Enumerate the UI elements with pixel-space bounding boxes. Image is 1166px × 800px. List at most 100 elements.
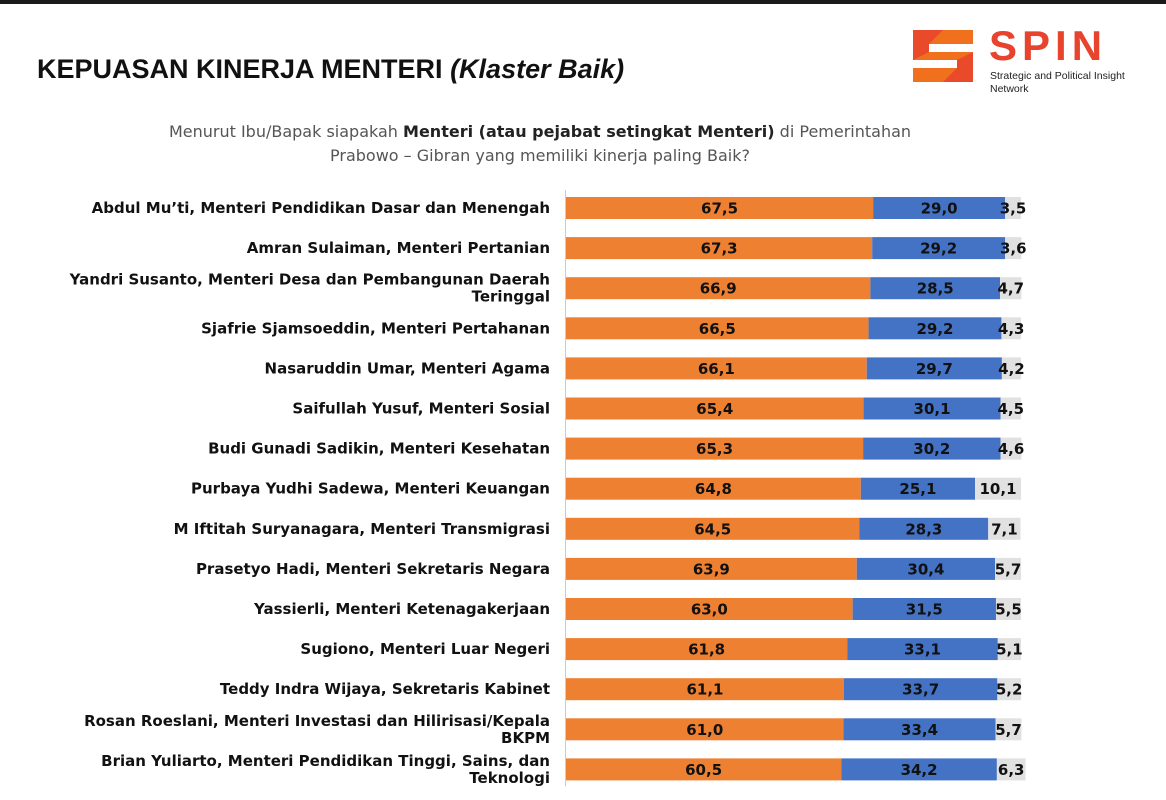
- bar-segment-orange: [566, 598, 853, 620]
- bar-segment-gray: [1000, 437, 1022, 460]
- question-line2: Prabowo – Gibran yang memiliki kinerja p…: [330, 146, 750, 165]
- bar-segment-gray: [995, 557, 1021, 580]
- bar-segment-gray: [997, 678, 1021, 701]
- data-label: 65,4: [696, 400, 733, 418]
- bar-row: Amran Sulaiman, Menteri Pertanian 67,3 29,…: [247, 237, 1027, 260]
- question-bold: Menteri (atau pejabat setingkat Menteri): [403, 122, 775, 141]
- bar-segment-gray: [996, 758, 1026, 781]
- bar-segment-gray: [1001, 317, 1021, 340]
- bar-segment-blue: [866, 357, 1002, 380]
- bar-segment-blue: [870, 277, 1001, 300]
- bar-segment-blue: [841, 758, 997, 781]
- category-label: Yassierli, Menteri Ketenagakerjaan: [253, 600, 550, 618]
- data-label: 5,5: [995, 601, 1022, 619]
- data-label: 29,2: [920, 240, 957, 258]
- category-label: Abdul Mu’ti, Menteri Pendidikan Dasar da…: [92, 199, 550, 217]
- bar-segment-blue: [843, 718, 996, 741]
- category-label: Budi Gunadi Sadikin, Menteri Kesehatan: [208, 440, 550, 458]
- category-label: Purbaya Yudhi Sadewa, Menteri Keuangan: [191, 480, 550, 498]
- bar-segment-blue: [856, 557, 996, 580]
- data-label: 4,3: [998, 320, 1025, 338]
- data-label: 4,5: [997, 400, 1024, 418]
- bar-row: Abdul Mu’ti, Menteri Pendidikan Dasar da…: [92, 197, 1027, 219]
- data-label: 7,1: [991, 520, 1018, 538]
- data-label: 64,5: [694, 520, 731, 538]
- top-border: [0, 0, 1166, 4]
- data-label: 33,7: [902, 681, 939, 699]
- bar-row: Yandri Susanto, Menteri Desa dan Pembang…: [69, 271, 1024, 306]
- bar-segment-orange: [566, 317, 869, 340]
- bar-segment-gray: [995, 598, 1021, 620]
- spin-logo: SPIN Strategic and Political Insight Net…: [903, 20, 1133, 98]
- data-label: 30,4: [907, 560, 944, 578]
- category-label: Nasaruddin Umar, Menteri Agama: [265, 359, 550, 377]
- bar-segment-orange: [566, 557, 857, 580]
- bar-segment-orange: [566, 517, 860, 540]
- data-label: 67,5: [701, 200, 738, 218]
- bar-segment-orange: [566, 237, 873, 260]
- data-label: 61,8: [688, 641, 725, 659]
- bar-segment-gray: [1000, 397, 1021, 420]
- data-label: 65,3: [696, 440, 733, 458]
- logo-tagline: Strategic and Political Insight Network: [990, 70, 1125, 95]
- data-label: 10,1: [980, 480, 1017, 498]
- data-label: 66,1: [698, 360, 735, 378]
- question-prefix: Menurut Ibu/Bapak siapakah: [168, 122, 398, 141]
- data-label: 28,3: [905, 520, 942, 538]
- bar-segment-orange: [566, 678, 845, 701]
- category-label: Prasetyo Hadi, Menteri Sekretaris Negara: [196, 560, 550, 578]
- data-label: 3,5: [1000, 200, 1027, 218]
- category-label: Saifullah Yusuf, Menteri Sosial: [292, 400, 550, 418]
- bar-segment-blue: [847, 638, 998, 661]
- bar-segment-blue: [868, 317, 1002, 340]
- data-label: 31,5: [906, 601, 943, 619]
- page-subtitle: (Klaster Baik): [450, 54, 625, 84]
- data-label: 30,2: [913, 440, 950, 458]
- data-label: 30,1: [914, 400, 951, 418]
- data-label: 33,1: [904, 641, 941, 659]
- data-label: 29,7: [916, 360, 953, 378]
- data-label: 5,1: [996, 641, 1023, 659]
- bar-row: Rosan Roeslani, Menteri Investasi dan Hi…: [84, 712, 1022, 747]
- category-label: Brian Yuliarto, Menteri Pendidikan Tingg…: [101, 752, 550, 787]
- data-label: 25,1: [899, 480, 936, 498]
- data-label: 28,5: [917, 280, 954, 298]
- category-label: M Iftitah Suryanagara, Menteri Transmigr…: [174, 520, 550, 538]
- data-label: 64,8: [695, 480, 732, 498]
- bar-segment-gray: [1001, 357, 1021, 380]
- data-label: 63,0: [691, 601, 728, 619]
- page-title: KEPUASAN KINERJA MENTERI (Klaster Baik): [37, 54, 625, 84]
- bar-segment-orange: [566, 357, 867, 380]
- bar-segment-gray: [995, 718, 1022, 741]
- bar-row: M Iftitah Suryanagara, Menteri Transmigr…: [174, 517, 1021, 540]
- bar-segment-gray: [1005, 197, 1021, 219]
- data-label: 33,4: [901, 721, 938, 739]
- data-label: 66,9: [700, 280, 737, 298]
- bar-row: Purbaya Yudhi Sadewa, Menteri Keuangan 64…: [191, 477, 1021, 500]
- data-label: 5,7: [995, 560, 1022, 578]
- bar-segment-blue: [844, 678, 998, 701]
- bar-row: Teddy Indra Wijaya, Sekretaris Kabinet 61…: [220, 678, 1023, 701]
- bar-segment-blue: [852, 598, 996, 620]
- bar-segment-blue: [873, 197, 1006, 219]
- bar-segment-orange: [566, 197, 874, 219]
- bar-segment-blue: [863, 397, 1001, 420]
- bar-segment-orange: [566, 437, 864, 460]
- bar-segment-blue: [863, 437, 1001, 460]
- bar-row: Sjafrie Sjamsoeddin, Menteri Pertahanan 6…: [201, 317, 1025, 340]
- bar-segment-orange: [566, 397, 864, 420]
- bar-row: Sugiono, Menteri Luar Negeri 61,8 33,1 5,1: [300, 638, 1023, 661]
- category-label: Amran Sulaiman, Menteri Pertanian: [247, 239, 550, 257]
- data-label: 67,3: [701, 240, 738, 258]
- spin-s-logo-icon: [913, 30, 973, 82]
- survey-question: Menurut Ibu/Bapak siapakah Menteri (atau…: [100, 120, 980, 168]
- bar-segment-gray: [997, 638, 1021, 661]
- logo-name: SPIN: [989, 22, 1108, 69]
- bar-row: Nasaruddin Umar, Menteri Agama 66,1 29,7 4,…: [265, 357, 1025, 380]
- bar-segment-blue: [872, 237, 1006, 260]
- bar-row: Budi Gunadi Sadikin, Menteri Kesehatan 65…: [208, 437, 1024, 460]
- category-label: Rosan Roeslani, Menteri Investasi dan Hi…: [84, 712, 550, 747]
- bar-segment-orange: [566, 638, 848, 661]
- data-label: 5,2: [996, 681, 1023, 699]
